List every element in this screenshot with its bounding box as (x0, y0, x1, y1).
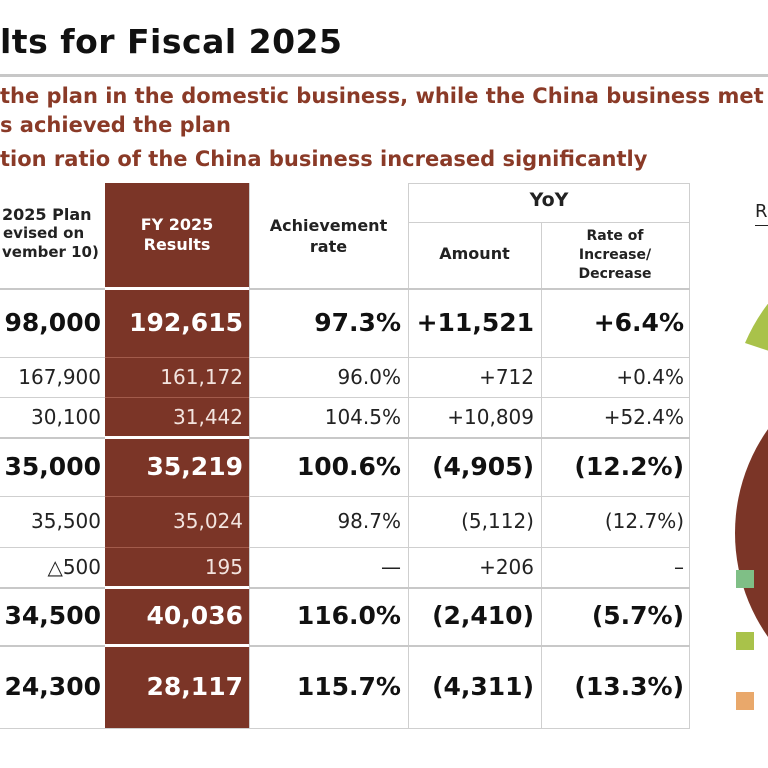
cell-amount: (2,410) (432, 601, 534, 630)
yoy-header: YoY (529, 189, 569, 211)
results-divider (105, 644, 249, 647)
pie-slice-lime (745, 303, 768, 351)
chart-label-underline (755, 225, 768, 226)
col-divider (249, 183, 250, 728)
cell-results: 31,442 (173, 405, 243, 429)
rate-header-line: Rate of (586, 228, 644, 244)
row-divider (0, 437, 690, 439)
cell-plan: 35,500 (31, 509, 101, 533)
cell-rate: (12.2%) (574, 452, 684, 481)
col-divider (689, 183, 690, 728)
legend-swatch-lime (736, 632, 754, 650)
cell-achievement: 98.7% (337, 509, 401, 533)
pie-chart (735, 303, 768, 637)
cell-rate: (13.3%) (574, 672, 684, 701)
plan-header-line: evised on (3, 224, 85, 242)
cell-achievement: 115.7% (296, 672, 401, 701)
results-table: 2025 Plan evised on vember 10) FY 2025 R… (0, 183, 690, 730)
cell-amount: +206 (479, 555, 534, 579)
plan-header: 2025 Plan evised on vember 10) (0, 205, 104, 262)
cell-rate: (12.7%) (604, 509, 684, 533)
cell-achievement: — (381, 555, 401, 579)
cell-plan: 34,500 (4, 601, 101, 630)
cell-achievement: 104.5% (324, 405, 401, 429)
cell-plan: 24,300 (4, 672, 101, 701)
results-divider (105, 586, 249, 589)
cell-results: 192,615 (129, 308, 243, 337)
amount-header: Amount (439, 244, 510, 263)
results-divider (105, 436, 249, 439)
cell-rate: +0.4% (616, 365, 684, 389)
cell-results: 28,117 (146, 672, 243, 701)
pie-slice-main (735, 429, 768, 637)
subtitle-3: tion ratio of the China business increas… (0, 147, 648, 171)
row-divider (0, 587, 690, 589)
cell-rate: – (674, 555, 684, 579)
row-divider (0, 496, 690, 497)
legend-swatch-orange (736, 692, 754, 710)
cell-amount: (4,311) (432, 672, 534, 701)
cell-plan: △500 (47, 555, 101, 579)
results-divider (105, 397, 249, 398)
row-divider (408, 183, 690, 184)
cell-rate: +52.4% (603, 405, 684, 429)
col-divider (408, 183, 409, 728)
cell-amount: +10,809 (447, 405, 534, 429)
cell-achievement: 96.0% (337, 365, 401, 389)
results-divider (105, 287, 249, 290)
row-divider (0, 397, 690, 398)
results-header-line: Results (143, 235, 211, 254)
cell-plan: 30,100 (31, 405, 101, 429)
row-divider (408, 222, 690, 223)
cell-results: 161,172 (160, 365, 243, 389)
chart-area: R (700, 183, 768, 768)
title-divider (0, 74, 768, 77)
row-divider (0, 357, 690, 358)
cell-amount: (4,905) (432, 452, 534, 481)
legend-swatch-green (736, 570, 754, 588)
cell-results: 35,024 (173, 509, 243, 533)
cell-plan: 98,000 (4, 308, 101, 337)
results-column (105, 183, 249, 728)
header-divider (0, 288, 690, 290)
achievement-header-line: Achievement (269, 216, 388, 235)
cell-amount: (5,112) (461, 509, 534, 533)
plan-header-line: vember 10) (2, 243, 99, 261)
achievement-header-line: rate (309, 237, 348, 256)
rate-header-line: Decrease (578, 266, 652, 282)
cell-results: 40,036 (146, 601, 243, 630)
cell-amount: +712 (479, 365, 534, 389)
cell-achievement: 116.0% (296, 601, 401, 630)
subtitle-2: s achieved the plan (0, 113, 231, 137)
cell-achievement: 97.3% (314, 308, 401, 337)
rate-header: Rate of Increase/ Decrease (541, 227, 689, 284)
results-header: FY 2025 Results (105, 215, 249, 255)
col-divider (541, 222, 542, 728)
row-divider (0, 547, 690, 548)
rate-header-line: Increase/ (578, 247, 652, 263)
cell-rate: +6.4% (593, 308, 684, 337)
cell-amount: +11,521 (416, 308, 534, 337)
results-divider (105, 357, 249, 358)
results-header-line: FY 2025 (140, 215, 214, 234)
chart-label: R (755, 201, 768, 222)
results-divider (105, 496, 249, 497)
cell-results: 35,219 (146, 452, 243, 481)
cell-achievement: 100.6% (296, 452, 401, 481)
cell-rate: (5.7%) (591, 601, 684, 630)
row-divider (0, 645, 690, 647)
page-title: lts for Fiscal 2025 (0, 22, 343, 61)
results-divider (105, 547, 249, 548)
cell-plan: 167,900 (18, 365, 101, 389)
cell-plan: 35,000 (4, 452, 101, 481)
row-divider (0, 728, 690, 729)
cell-results: 195 (204, 555, 243, 579)
subtitle-1: the plan in the domestic business, while… (0, 84, 764, 108)
plan-header-line: 2025 Plan (2, 205, 92, 224)
achievement-header: Achievement rate (249, 215, 408, 257)
